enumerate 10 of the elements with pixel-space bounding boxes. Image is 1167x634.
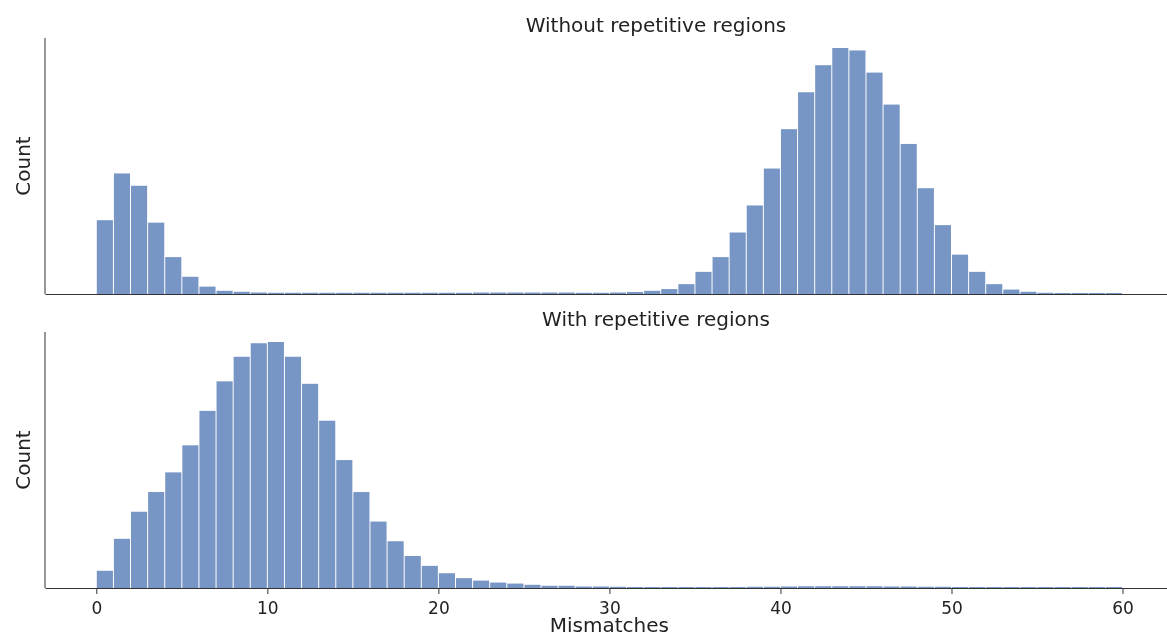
chart-title: With repetitive regions [542, 307, 770, 331]
x-tick-label: 40 [770, 598, 792, 618]
x-tick-label: 60 [1112, 598, 1134, 618]
x-tick-label: 0 [91, 598, 103, 618]
x-tick-label: 10 [257, 598, 279, 618]
y-axis-title: Count [11, 136, 35, 196]
y-axis-title: Count [11, 430, 35, 490]
chart-title: Without repetitive regions [525, 13, 787, 37]
x-tick-label: 50 [941, 598, 963, 618]
x-tick-label: 20 [428, 598, 450, 618]
